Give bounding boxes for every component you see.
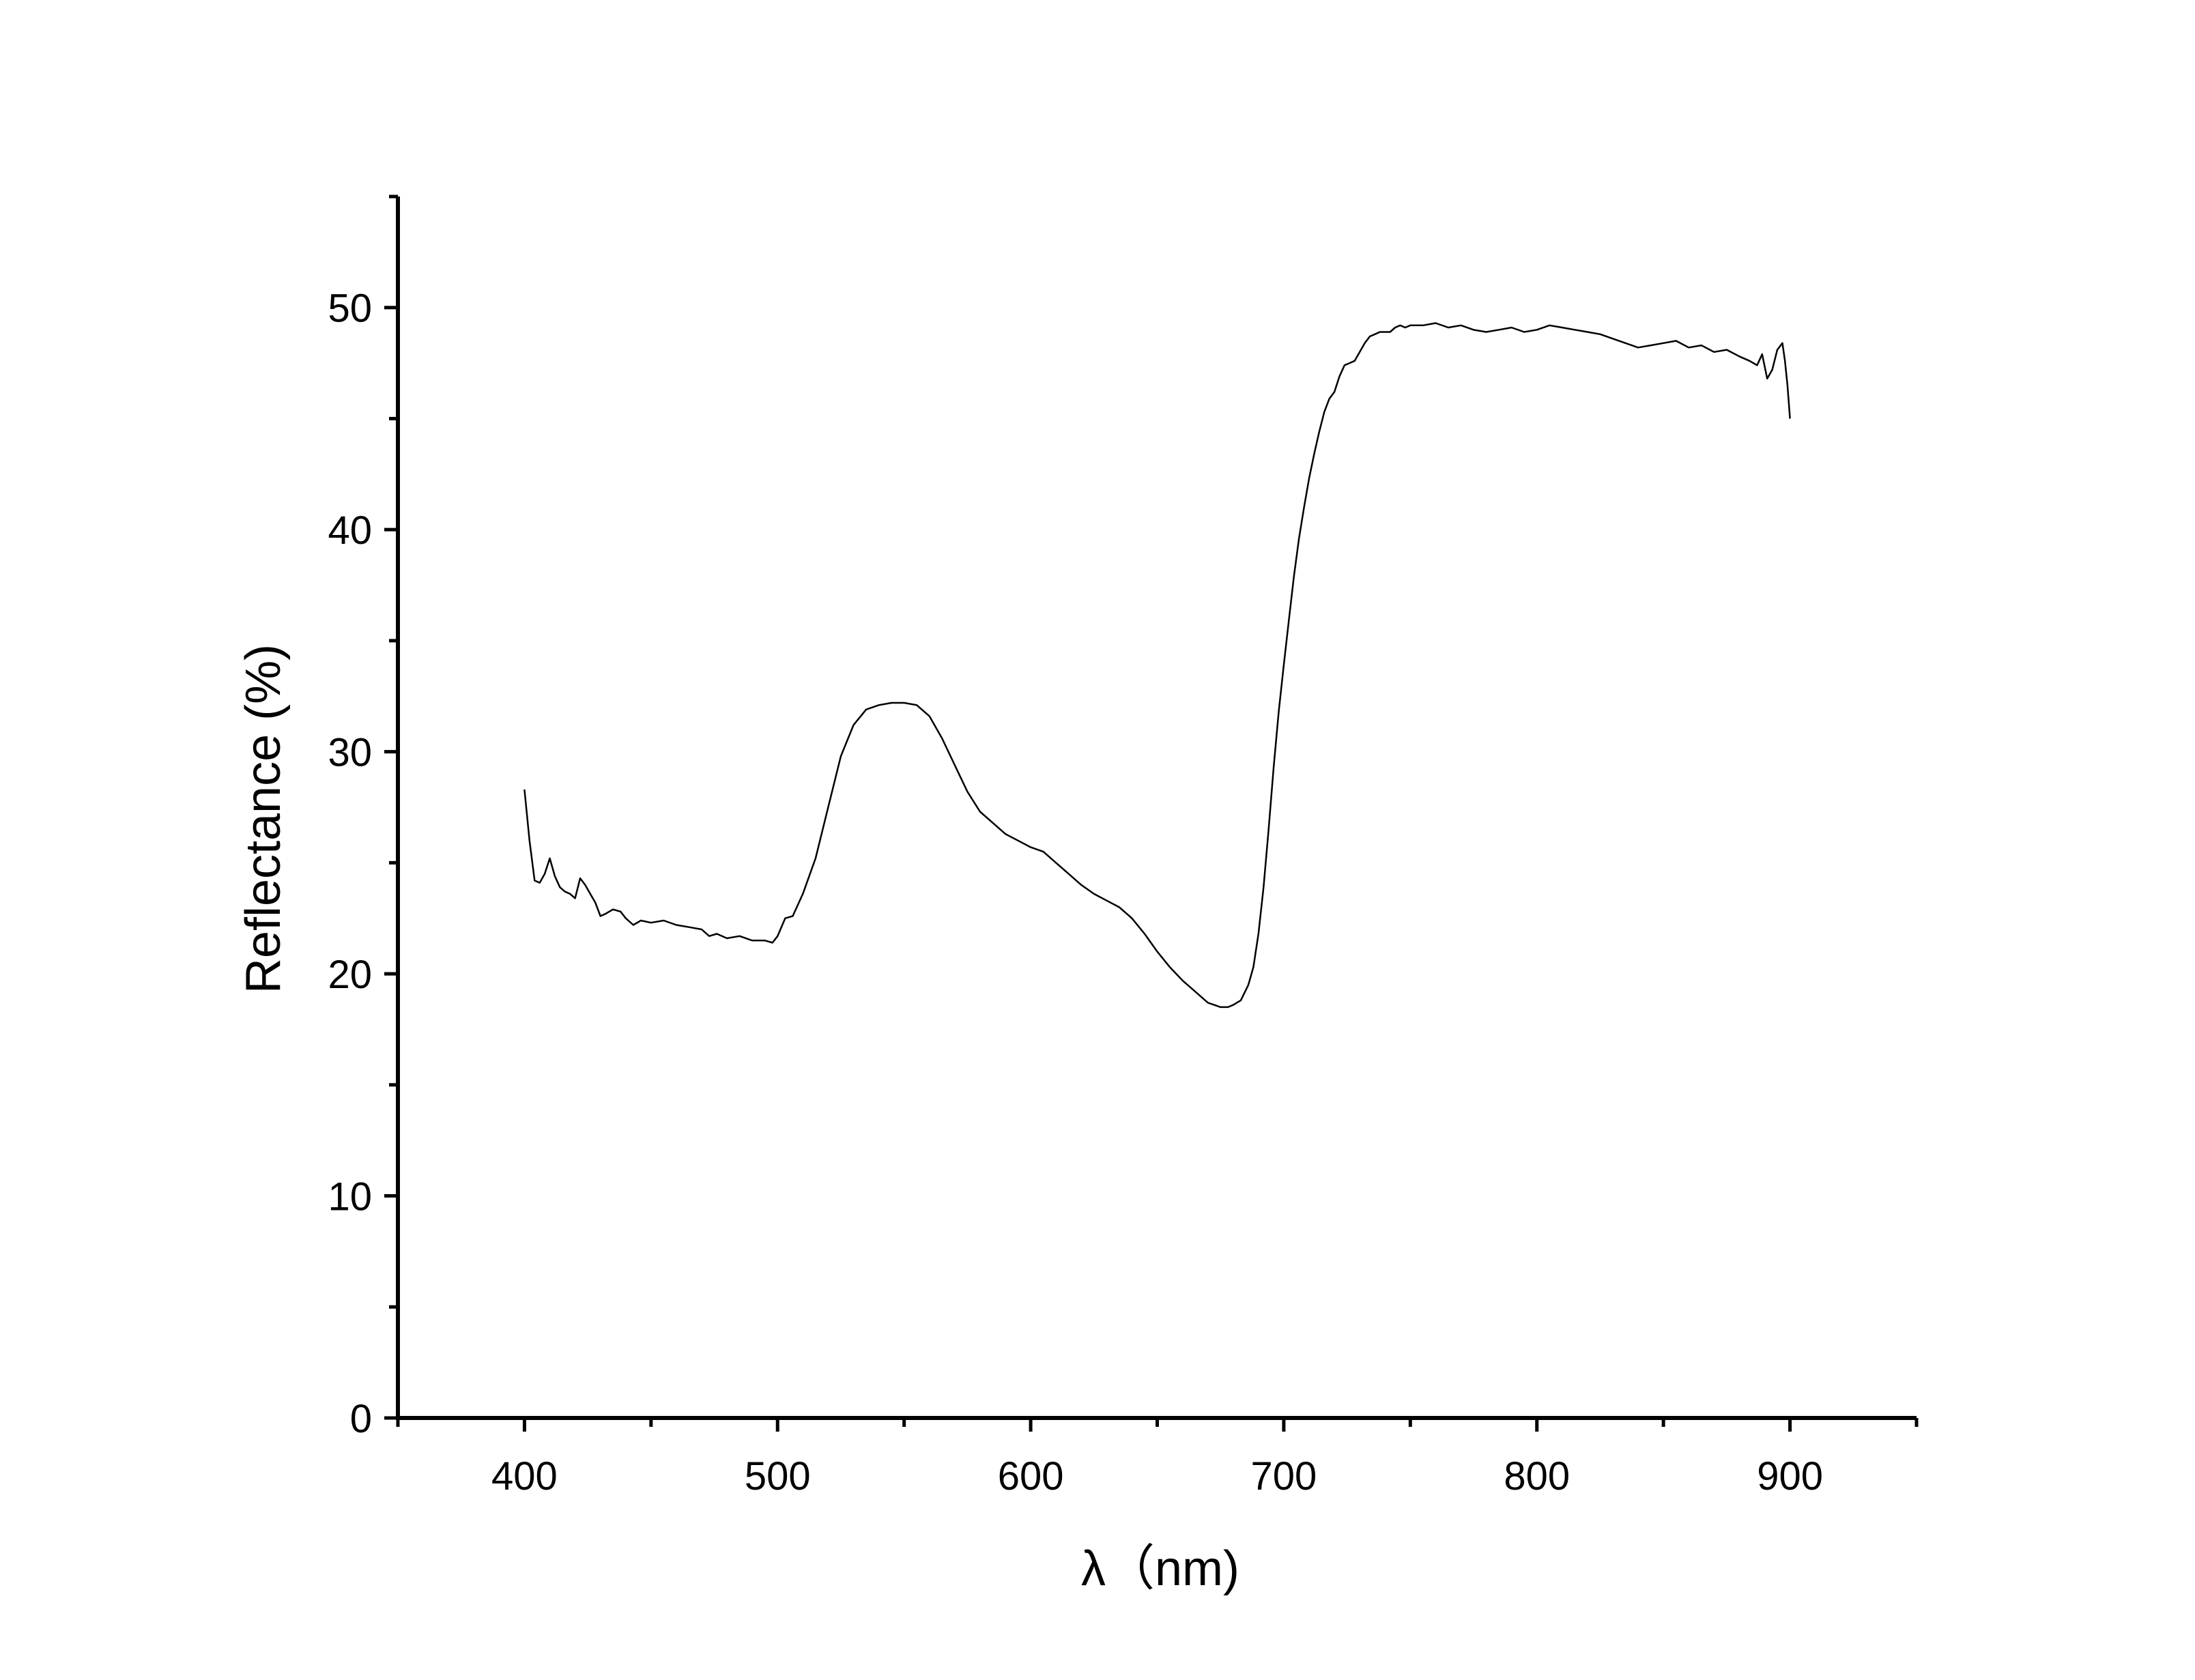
ticks [384,194,1919,1432]
y-tick-label: 30 [328,731,372,775]
x-tick-label: 800 [1504,1454,1570,1498]
y-tick-label: 40 [328,508,372,553]
tick-labels: 400 500 600 700 800 900 0 10 20 30 40 50 [328,287,1822,1498]
x-axis-title: λ（nm) [1081,1541,1239,1596]
x-tick-label: 900 [1757,1454,1823,1498]
x-tick-label: 400 [491,1454,558,1498]
reflectance-series-line [523,322,1791,1009]
x-tick-label: 600 [998,1454,1064,1498]
axes [396,197,1917,1420]
y-axis-title: Reflectance (%) [236,644,291,994]
y-tick-label: 20 [328,953,372,997]
y-tick-label: 10 [328,1175,372,1219]
x-tick-label: 700 [1251,1454,1317,1498]
x-tick-label: 500 [745,1454,811,1498]
y-tick-label: 0 [350,1397,372,1441]
y-tick-label: 50 [328,287,372,331]
series [523,322,1791,1009]
